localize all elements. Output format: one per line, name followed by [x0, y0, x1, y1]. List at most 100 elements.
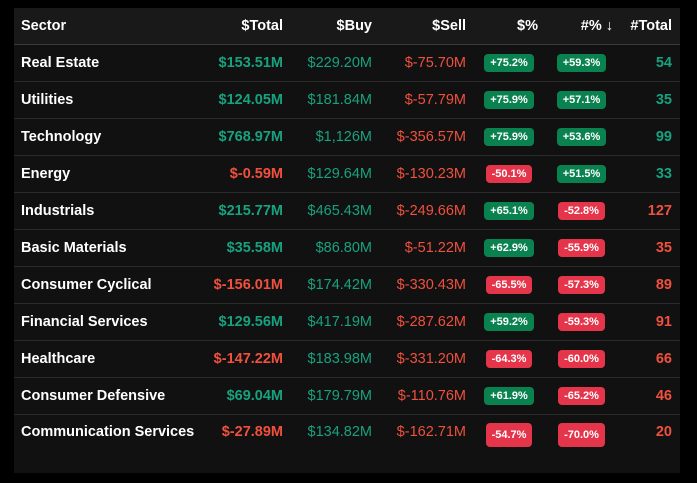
buy-value: $129.64M	[307, 166, 373, 182]
dollar-pct-badge: -65.5%	[485, 276, 533, 294]
dollar-pct-badge: +75.2%	[484, 54, 534, 72]
buy-value: $174.42M	[307, 277, 373, 293]
dollar-pct-badge: +65.1%	[484, 202, 534, 220]
header-total[interactable]: $Total	[241, 18, 283, 34]
buy-value: $179.79M	[307, 388, 373, 404]
count-total: 91	[655, 314, 672, 330]
count-pct-badge: -65.2%	[558, 387, 605, 405]
count-total: 33	[655, 166, 672, 182]
sell-value: $-110.76M	[397, 388, 466, 404]
count-pct-badge: -59.3%	[558, 313, 605, 331]
sector-name: Basic Materials	[21, 239, 127, 256]
dollar-pct-badge: -50.1%	[485, 165, 533, 183]
buy-value: $86.80M	[315, 240, 372, 256]
header-count-total[interactable]: #Total	[630, 18, 672, 34]
count-pct-badge: +51.5%	[556, 165, 607, 183]
header-sector[interactable]: Sector	[21, 17, 67, 34]
sell-value: $-130.23M	[396, 166, 466, 182]
buy-value: $1,126M	[315, 129, 372, 145]
buy-value: $417.19M	[307, 314, 373, 330]
total-value: $35.58M	[226, 240, 283, 256]
dollar-pct-badge: +61.9%	[484, 387, 534, 405]
sector-name: Healthcare	[21, 350, 96, 367]
sector-name: Consumer Defensive	[21, 387, 166, 404]
sell-value: $-162.71M	[396, 424, 466, 440]
count-pct-badge: +53.6%	[556, 128, 607, 146]
sort-arrow-down-icon: ↓	[605, 18, 613, 34]
count-total: 127	[647, 203, 672, 219]
header-dollar-pct[interactable]: $%	[517, 18, 538, 34]
sector-name: Real Estate	[21, 54, 100, 71]
count-pct-badge: -70.0%	[558, 423, 605, 447]
header-buy[interactable]: $Buy	[336, 18, 372, 34]
table-row[interactable]: Communication Services $-27.89M $134.82M $-…	[14, 415, 680, 473]
total-value: $124.05M	[218, 92, 284, 108]
sector-name: Communication Services	[21, 424, 195, 440]
sell-value: $-356.57M	[396, 129, 466, 145]
count-total: 66	[655, 351, 672, 367]
table-row[interactable]: Consumer Defensive $69.04M $179.79M $-110.7…	[14, 378, 680, 415]
sell-value: $-249.66M	[396, 203, 466, 219]
header-sell[interactable]: $Sell	[432, 18, 466, 34]
count-pct-badge: -60.0%	[558, 350, 605, 368]
header-count-pct[interactable]: #% ↓	[545, 18, 618, 34]
table-row[interactable]: Financial Services $129.56M $417.19M $-287.…	[14, 304, 680, 341]
table-row[interactable]: Real Estate $153.51M $229.20M $-75.70M +75.2…	[14, 45, 680, 82]
sector-name: Utilities	[21, 91, 74, 108]
count-total: 35	[655, 240, 672, 256]
total-value: $-27.89M	[221, 424, 283, 440]
sector-name: Technology	[21, 128, 102, 145]
buy-value: $229.20M	[307, 55, 373, 71]
count-total: 35	[655, 92, 672, 108]
sector-name: Financial Services	[21, 313, 148, 330]
count-total: 99	[655, 129, 672, 145]
count-pct-badge: -57.3%	[558, 276, 605, 294]
table-header: Sector $Total $Buy $Sell $% #% ↓ #Total	[14, 8, 680, 45]
table-row[interactable]: Utilities $124.05M $181.84M $-57.79M +75.9% +…	[14, 82, 680, 119]
sector-table: Sector $Total $Buy $Sell $% #% ↓ #Total …	[14, 8, 680, 473]
buy-value: $134.82M	[307, 424, 373, 440]
count-total: 46	[655, 388, 672, 404]
total-value: $-0.59M	[229, 166, 283, 182]
sell-value: $-330.43M	[396, 277, 466, 293]
count-pct-badge: +59.3%	[556, 54, 607, 72]
count-total: 89	[655, 277, 672, 293]
sell-value: $-51.22M	[404, 240, 466, 256]
sell-value: $-331.20M	[396, 351, 466, 367]
count-total: 54	[655, 55, 672, 71]
dollar-pct-badge: +62.9%	[484, 239, 534, 257]
count-pct-badge: -55.9%	[558, 239, 605, 257]
table-row[interactable]: Basic Materials $35.58M $86.80M $-51.22M +62…	[14, 230, 680, 267]
dollar-pct-badge: -54.7%	[485, 423, 533, 447]
sell-value: $-57.79M	[404, 92, 466, 108]
dollar-pct-badge: +59.2%	[484, 313, 534, 331]
dollar-pct-badge: +75.9%	[484, 128, 534, 146]
sector-name: Consumer Cyclical	[21, 276, 152, 293]
table-row[interactable]: Technology $768.97M $1,126M $-356.57M +75.9%…	[14, 119, 680, 156]
buy-value: $465.43M	[307, 203, 373, 219]
table-body: Real Estate $153.51M $229.20M $-75.70M +75.2…	[14, 45, 680, 473]
total-value: $129.56M	[218, 314, 284, 330]
sector-name: Energy	[21, 165, 71, 182]
total-value: $-147.22M	[213, 351, 283, 367]
buy-value: $181.84M	[307, 92, 373, 108]
total-value: $768.97M	[218, 129, 284, 145]
table-row[interactable]: Consumer Cyclical $-156.01M $174.42M $-330.…	[14, 267, 680, 304]
sell-value: $-75.70M	[404, 55, 466, 71]
header-count-pct-label: #%	[580, 18, 602, 34]
total-value: $215.77M	[218, 203, 284, 219]
total-value: $153.51M	[218, 55, 284, 71]
table-row[interactable]: Energy $-0.59M $129.64M $-130.23M -50.1% +51.…	[14, 156, 680, 193]
total-value: $69.04M	[226, 388, 283, 404]
sector-name: Industrials	[21, 202, 95, 219]
table-row[interactable]: Healthcare $-147.22M $183.98M $-331.20M -64.…	[14, 341, 680, 378]
dollar-pct-badge: +75.9%	[484, 91, 534, 109]
table-row[interactable]: Industrials $215.77M $465.43M $-249.66M +65.…	[14, 193, 680, 230]
count-pct-badge: +57.1%	[556, 91, 607, 109]
buy-value: $183.98M	[307, 351, 373, 367]
total-value: $-156.01M	[213, 277, 283, 293]
dollar-pct-badge: -64.3%	[485, 350, 533, 368]
count-total: 20	[655, 424, 672, 440]
sell-value: $-287.62M	[396, 314, 466, 330]
count-pct-badge: -52.8%	[558, 202, 605, 220]
